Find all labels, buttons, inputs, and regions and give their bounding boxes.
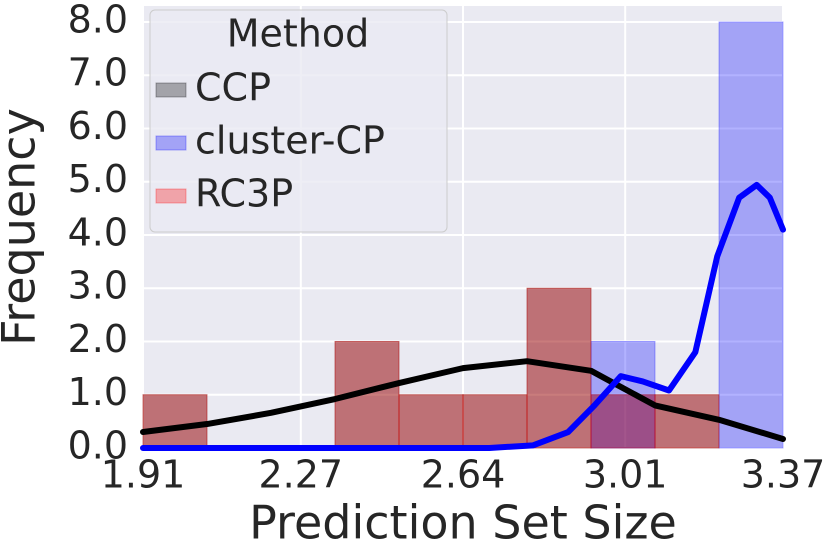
bar	[590, 394, 656, 449]
y-tick-label: 3.0	[68, 264, 128, 308]
x-tick-label: 3.01	[583, 453, 668, 497]
bar	[142, 394, 208, 449]
legend-swatch	[155, 188, 187, 204]
legend-label: CCP	[195, 66, 271, 110]
x-tick-label: 2.64	[421, 453, 506, 497]
bar	[142, 394, 208, 449]
kde-line	[140, 358, 786, 442]
y-tick-label: 1.0	[68, 370, 128, 414]
x-tick-label: 3.37	[741, 453, 826, 497]
y-tick-label: 2.0	[68, 317, 128, 361]
x-axis-label: Prediction Set Size	[249, 496, 677, 550]
y-tick-label: 4.0	[68, 210, 128, 254]
y-axis-label: Frequency	[0, 108, 46, 346]
bar	[718, 21, 784, 449]
kde-line	[140, 181, 786, 451]
bar	[654, 394, 720, 449]
y-tick-label: 7.0	[68, 51, 128, 95]
legend-box	[149, 9, 448, 233]
legend-swatch	[155, 135, 187, 151]
legend-swatch	[155, 82, 187, 98]
y-tick-label: 5.0	[68, 157, 128, 201]
bar	[462, 394, 528, 449]
y-tick-label: 8.0	[68, 0, 128, 41]
bar	[590, 394, 656, 449]
legend-title: Method	[227, 12, 370, 56]
bar	[462, 394, 528, 449]
x-tick-label: 2.27	[259, 453, 344, 497]
legend-label: cluster-CP	[195, 119, 385, 163]
y-tick-label: 6.0	[68, 104, 128, 148]
x-tick-label: 1.91	[101, 453, 186, 497]
bar	[398, 394, 464, 449]
legend: Method CCP cluster-CP RC3P	[149, 9, 448, 233]
legend-label: RC3P	[195, 172, 293, 216]
y-tick-label: 0.0	[68, 424, 128, 468]
bar	[398, 394, 464, 449]
